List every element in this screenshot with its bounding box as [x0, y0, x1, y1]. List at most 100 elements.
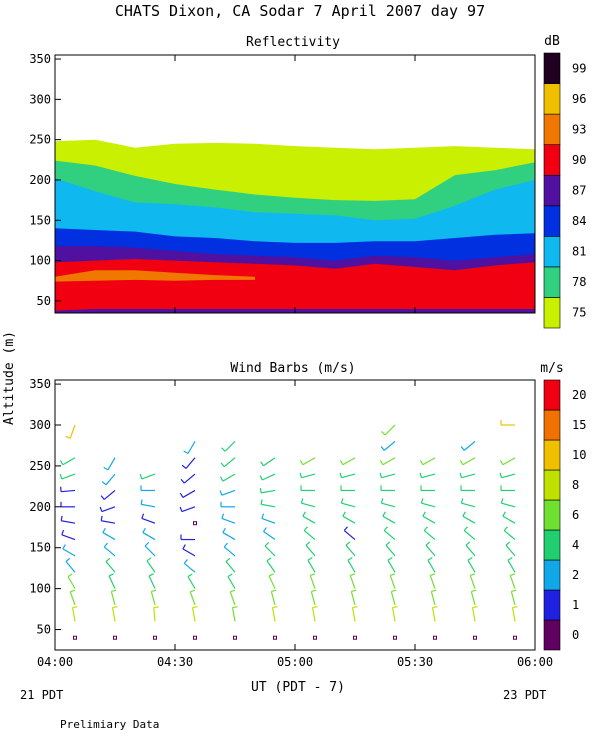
wind-barb	[340, 458, 355, 465]
wind-barb	[500, 473, 515, 478]
wind-barb	[426, 542, 435, 556]
wind-title: Wind Barbs (m/s)	[230, 361, 355, 376]
wind-colorbar-unit: m/s	[540, 361, 563, 376]
wind-barb	[381, 441, 395, 450]
wind-barb	[271, 590, 276, 605]
wind-x-tick-label: 05:00	[277, 655, 313, 669]
wind-barb-calm	[314, 636, 317, 639]
wind-barb	[61, 502, 75, 507]
wind-barb	[461, 441, 475, 450]
wind-y-tick-label: 150	[29, 541, 51, 555]
wind-barb	[393, 607, 398, 622]
wind-barb-calm	[194, 636, 197, 639]
reflectivity-colorbar-label: 78	[572, 275, 586, 289]
wind-barb	[267, 558, 275, 572]
wind-barb	[193, 607, 198, 622]
reflectivity-y-tick-label: 200	[29, 173, 51, 187]
wind-barb	[420, 458, 435, 465]
wind-barb	[504, 527, 515, 540]
wind-barb	[420, 473, 435, 478]
wind-barb	[348, 558, 355, 573]
wind-barb	[470, 574, 475, 589]
wind-barb	[381, 485, 395, 490]
reflectivity-colorbar-label: 84	[572, 214, 586, 228]
wind-barb	[226, 558, 235, 572]
reflectivity-colorbar-label: 99	[572, 61, 586, 75]
wind-barb	[344, 527, 355, 540]
wind-barb	[308, 558, 315, 573]
reflectivity-y-tick-label: 350	[29, 52, 51, 66]
wind-y-tick-label: 50	[37, 623, 51, 637]
wind-barb	[228, 574, 235, 589]
wind-barb	[145, 542, 155, 555]
wind-barb	[101, 490, 115, 499]
wind-barb	[70, 590, 75, 605]
wind-barb	[264, 527, 275, 539]
wind-barb	[506, 542, 515, 556]
wind-colorbar-label: 6	[572, 508, 579, 522]
wind-barb	[141, 485, 155, 490]
wind-barb	[301, 485, 315, 490]
wind-barb	[101, 516, 115, 523]
wind-barb	[61, 516, 75, 523]
wind-colorbar-swatch-4	[544, 530, 560, 560]
reflectivity-colorbar-label: 81	[572, 245, 586, 259]
wind-colorbar-label: 1	[572, 598, 579, 612]
wind-colorbar-swatch-2	[544, 560, 560, 590]
wind-barb	[313, 607, 318, 622]
wind-barb-calm	[474, 636, 477, 639]
wind-barb	[306, 542, 315, 556]
wind-barb-calm	[274, 636, 277, 639]
reflectivity-y-tick-label: 300	[29, 92, 51, 106]
wind-barb	[391, 590, 396, 605]
wind-barb	[106, 558, 115, 572]
wind-barb	[513, 607, 518, 622]
wind-barb	[221, 458, 235, 467]
wind-barb	[68, 574, 75, 589]
wind-barb	[382, 425, 395, 435]
wind-barb	[141, 499, 155, 506]
figure-title: CHATS Dixon, CA Sodar 7 April 2007 day 9…	[115, 2, 485, 20]
wind-barb	[350, 574, 355, 589]
wind-barb	[109, 574, 115, 589]
wind-barb	[351, 590, 356, 605]
wind-barb	[220, 490, 235, 495]
wind-barb	[311, 590, 316, 605]
wind-barb	[300, 458, 315, 465]
wind-barb	[103, 528, 115, 539]
wind-barb	[222, 441, 235, 451]
wind-barb	[381, 498, 395, 506]
reflectivity-colorbar-label: 93	[572, 122, 586, 136]
wind-barb	[61, 487, 75, 492]
reflectivity-colorbar-label: 75	[572, 306, 586, 320]
wind-barb	[260, 474, 275, 480]
wind-barb	[460, 458, 475, 465]
reflectivity-title: Reflectivity	[246, 35, 340, 50]
wind-colorbar-label: 4	[572, 538, 579, 552]
wind-x-tick-label: 06:00	[517, 655, 553, 669]
wind-barb	[303, 512, 315, 523]
wind-barb	[501, 498, 515, 506]
wind-barb	[346, 542, 355, 556]
wind-colorbar-label: 0	[572, 628, 579, 642]
wind-barb	[500, 458, 515, 465]
wind-barb	[421, 485, 435, 490]
wind-barb	[63, 545, 75, 556]
reflectivity-y-tick-label: 150	[29, 213, 51, 227]
wind-x-tick-label: 04:00	[37, 655, 73, 669]
wind-barb	[380, 473, 395, 478]
reflectivity-colorbar-swatch-96	[544, 84, 560, 115]
date-right-label: 23 PDT	[503, 688, 546, 702]
wind-barb	[154, 607, 159, 621]
wind-barb	[190, 590, 195, 605]
wind-colorbar-swatch-20	[544, 380, 560, 410]
wind-barb	[473, 607, 478, 622]
wind-barb	[431, 590, 436, 605]
wind-y-tick-label: 200	[29, 500, 51, 514]
wind-barb	[223, 528, 235, 539]
wind-x-tick-label: 04:30	[157, 655, 193, 669]
wind-barb-calm	[74, 636, 77, 639]
